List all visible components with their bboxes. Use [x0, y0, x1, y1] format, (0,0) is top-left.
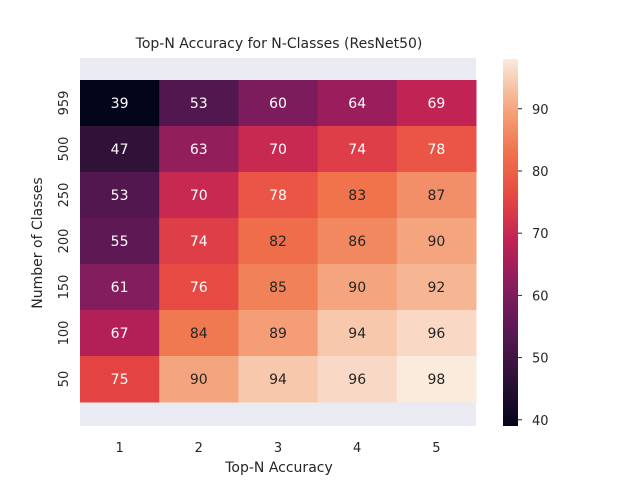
y-tick-label: 200: [57, 229, 72, 254]
heatmap-cell: [80, 310, 160, 357]
y-tick-labels: 959 500 250 200 150 100 50: [57, 91, 72, 388]
cell-value-labels: 39 53 60 64 69 47 63 70 74 78 53 70 78 83 87 55 74 82 86 90…: [111, 96, 446, 388]
chart-title: Top-N Accuracy for N-Classes (ResNet50): [135, 36, 423, 52]
cell-value-label: 53: [111, 188, 129, 204]
x-tick-label: 2: [195, 441, 203, 456]
x-tick-label: 4: [353, 441, 361, 456]
cell-value-label: 70: [190, 188, 208, 204]
heatmap-cell: [396, 356, 477, 403]
cell-value-label: 94: [269, 372, 287, 388]
heatmap-cell: [396, 80, 477, 127]
y-tick-label: 959: [57, 91, 72, 116]
cell-value-label: 69: [427, 96, 445, 112]
heatmap-cell: [159, 310, 239, 357]
heatmap-cell: [80, 218, 160, 265]
colorbar-tick-label: 50: [532, 352, 549, 367]
colorbar-tick-label: 80: [532, 165, 549, 180]
heatmap-cell: [238, 264, 319, 311]
x-tick-label: 5: [432, 441, 440, 456]
y-tick-label: 150: [57, 275, 72, 300]
x-tick-label: 1: [115, 441, 123, 456]
cell-value-label: 82: [269, 234, 287, 250]
heatmap-cell: [238, 310, 319, 357]
cell-value-label: 74: [190, 234, 208, 250]
heatmap-cell: [80, 126, 160, 173]
cell-value-label: 78: [427, 142, 445, 158]
cell-value-label: 64: [348, 96, 366, 112]
heatmap-cell: [396, 172, 477, 219]
cell-value-label: 90: [427, 234, 445, 250]
colorbar-ticks: 40 50 60 70 80 90: [518, 103, 549, 429]
heatmap-cell: [80, 356, 160, 403]
cell-value-label: 55: [111, 234, 129, 250]
cell-value-label: 60: [269, 96, 287, 112]
colorbar-tick-label: 60: [532, 289, 549, 304]
heatmap-cell: [159, 172, 239, 219]
heatmap-cell: [238, 356, 319, 403]
y-tick-label: 100: [57, 321, 72, 346]
heatmap-cells: [80, 80, 477, 403]
colorbar-tick-label: 90: [532, 103, 549, 118]
cell-value-label: 67: [111, 326, 129, 342]
cell-value-label: 61: [111, 280, 129, 296]
heatmap-cell: [159, 356, 239, 403]
cell-value-label: 87: [427, 188, 445, 204]
heatmap-cell: [159, 218, 239, 265]
cell-value-label: 83: [348, 188, 366, 204]
heatmap-cell: [159, 80, 239, 127]
x-tick-label: 3: [274, 441, 282, 456]
cell-value-label: 76: [190, 280, 208, 296]
y-tick-label: 250: [57, 183, 72, 208]
cell-value-label: 89: [269, 326, 287, 342]
heatmap-cell: [317, 80, 398, 127]
heatmap-cell: [159, 264, 239, 311]
cell-value-label: 70: [269, 142, 287, 158]
heatmap-cell: [238, 126, 319, 173]
cell-value-label: 96: [348, 372, 366, 388]
cell-value-label: 53: [190, 96, 208, 112]
cell-value-label: 63: [190, 142, 208, 158]
cell-value-label: 74: [348, 142, 366, 158]
heatmap-cell: [80, 172, 160, 219]
heatmap-cell: [317, 126, 398, 173]
heatmap-cell: [238, 218, 319, 265]
cell-value-label: 75: [111, 372, 129, 388]
cell-value-label: 47: [111, 142, 129, 158]
heatmap-cell: [317, 356, 398, 403]
y-tick-label: 500: [57, 137, 72, 162]
heatmap-cell: [317, 218, 398, 265]
cell-value-label: 85: [269, 280, 287, 296]
cell-value-label: 84: [190, 326, 208, 342]
y-axis-label: Number of Classes: [30, 177, 46, 308]
cell-value-label: 92: [427, 280, 445, 296]
heatmap-cell: [396, 310, 477, 357]
heatmap-cell: [396, 218, 477, 265]
heatmap-cell: [238, 80, 319, 127]
heatmap-cell: [238, 172, 319, 219]
y-tick-label: 50: [57, 371, 72, 388]
cell-value-label: 94: [348, 326, 366, 342]
heatmap-cell: [80, 80, 160, 127]
colorbar-tick-label: 70: [532, 227, 549, 242]
cell-value-label: 90: [190, 372, 208, 388]
x-axis-label: Top-N Accuracy: [224, 460, 333, 476]
cell-value-label: 98: [427, 372, 445, 388]
heatmap-cell: [396, 264, 477, 311]
cell-value-label: 90: [348, 280, 366, 296]
heatmap-cell: [80, 264, 160, 311]
heatmap-cell: [317, 264, 398, 311]
cell-value-label: 78: [269, 188, 287, 204]
cell-value-label: 86: [348, 234, 366, 250]
cell-value-label: 39: [111, 96, 129, 112]
colorbar-tick-label: 40: [532, 414, 549, 429]
heatmap-cell: [396, 126, 477, 173]
x-tick-labels: 1 2 3 4 5: [115, 441, 440, 456]
heatmap-cell: [159, 126, 239, 173]
heatmap-cell: [317, 172, 398, 219]
cell-value-label: 96: [427, 326, 445, 342]
heatmap-cell: [317, 310, 398, 357]
colorbar: [503, 59, 518, 426]
